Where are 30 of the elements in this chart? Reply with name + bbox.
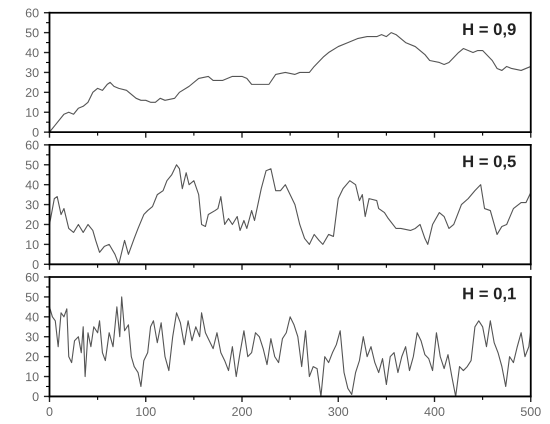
- y-tick-label: 40: [25, 48, 39, 58]
- y-tick-label: 20: [26, 220, 39, 230]
- x-tick-label: 300: [328, 407, 348, 416]
- x-tick-label: 100: [136, 407, 156, 416]
- y-tick-label: 40: [25, 312, 39, 322]
- annotation: H = 0,9: [463, 23, 516, 38]
- y-tick-label: 20: [26, 88, 39, 97]
- y-tick-label: 50: [26, 160, 39, 170]
- x-tick-label: 400: [424, 407, 444, 416]
- x-tick-label: 200: [232, 407, 252, 416]
- y-tick-label: 10: [26, 372, 39, 382]
- y-tick-label: 0: [32, 392, 39, 402]
- y-tick-label: 60: [26, 8, 39, 18]
- y-tick-label: 60: [26, 272, 39, 282]
- y-tick-label: 20: [26, 352, 39, 362]
- y-tick-label: 10: [26, 240, 39, 250]
- y-tick-label: 40: [25, 180, 39, 190]
- y-tick-label: 30: [26, 332, 39, 342]
- annotation: H = 0,1: [463, 288, 516, 302]
- y-tick-label: 0: [32, 128, 39, 137]
- y-tick-label: 50: [26, 28, 39, 38]
- x-tick-label: 500: [520, 407, 541, 416]
- annotation: H = 0,5: [463, 155, 516, 170]
- x-tick-label: 0: [46, 407, 52, 416]
- y-tick-label: 50: [26, 292, 39, 302]
- y-tick-label: 60: [26, 140, 39, 150]
- y-tick-label: 10: [26, 108, 39, 117]
- y-tick-label: 0: [32, 260, 39, 269]
- y-tick-label: 30: [26, 68, 39, 78]
- y-tick-label: 30: [26, 200, 39, 210]
